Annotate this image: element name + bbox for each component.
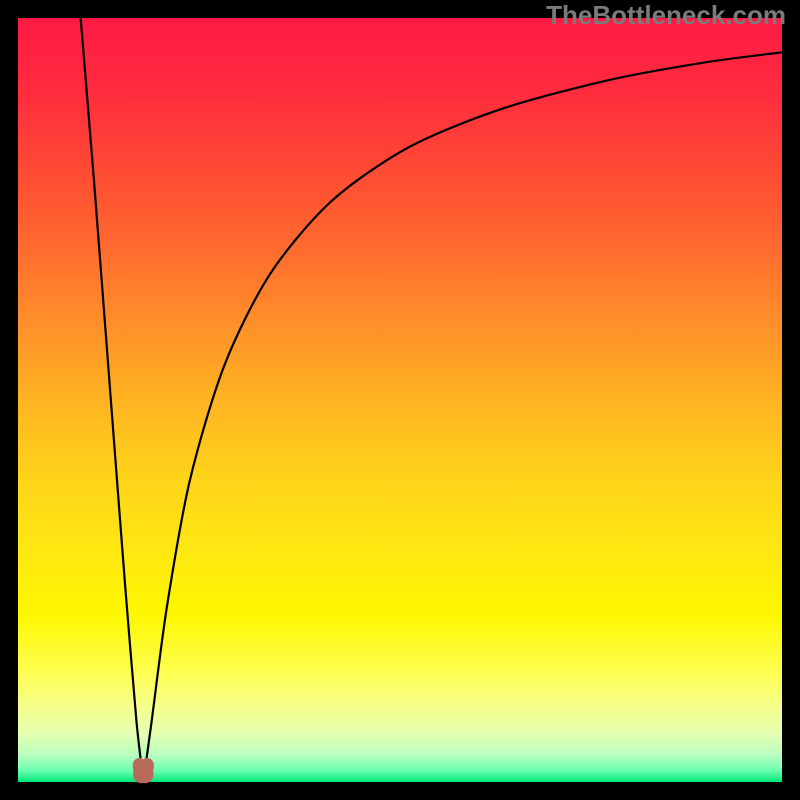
watermark-text: TheBottleneck.com [546, 0, 786, 31]
bottleneck-marker [133, 758, 154, 783]
chart-container: TheBottleneck.com [0, 0, 800, 800]
bottleneck-chart [0, 0, 800, 800]
